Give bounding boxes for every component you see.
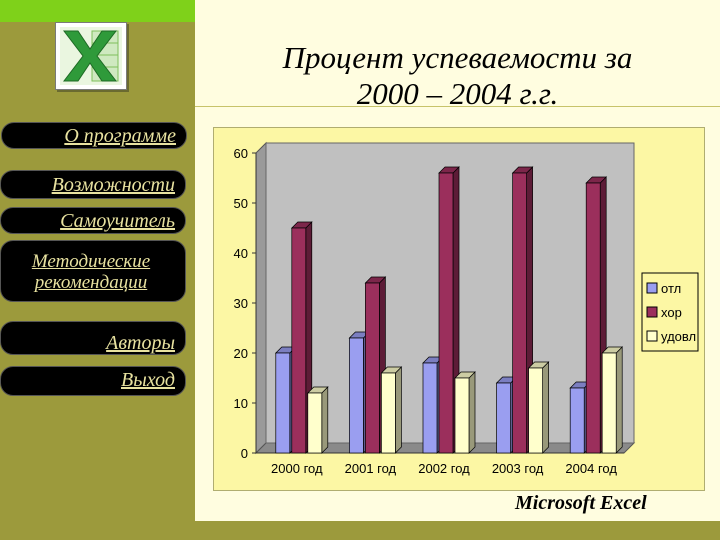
- title-line-2: 2000 – 2004 г.г.: [356, 76, 559, 111]
- legend-swatch: [646, 282, 658, 294]
- bottom-bar: [195, 521, 720, 540]
- bar-удовл-3: [528, 367, 543, 454]
- bar-хор-0: [291, 227, 307, 454]
- title-divider: [195, 106, 720, 107]
- excel-logo-icon: [55, 22, 127, 90]
- bar-хор-2: [438, 172, 454, 454]
- title-line-1: Процент успеваемости за: [282, 40, 633, 75]
- bar-отл-3: [496, 382, 511, 454]
- x-tick-label: 2000 год: [271, 461, 323, 476]
- legend-label: удовл: [661, 329, 696, 344]
- menu-tutorial[interactable]: Самоучитель: [0, 207, 186, 234]
- y-tick-label: 60: [234, 146, 248, 161]
- page-title: Процент успеваемости за 2000 – 2004 г.г.: [205, 40, 710, 112]
- menu-features[interactable]: Возможности: [0, 170, 186, 199]
- plot-side-wall: [255, 141, 267, 455]
- x-tick-label: 2004 год: [565, 461, 617, 476]
- bar-side: [542, 361, 549, 454]
- brand-label: Microsoft Excel: [515, 492, 647, 514]
- bar-хор-3: [512, 172, 527, 454]
- bar-хор-1: [365, 282, 380, 454]
- y-tick-label: 20: [234, 346, 248, 361]
- legend-label: отл: [661, 281, 681, 296]
- x-tick-label: 2002 год: [418, 461, 470, 476]
- bar-отл-1: [349, 337, 364, 454]
- x-tick-label: 2003 год: [492, 461, 544, 476]
- bar-chart: 0 10 20 30 40 50 60 2000 год 2001 год 2002 год 200…: [234, 141, 699, 476]
- x-tick-label: 2001 год: [345, 461, 397, 476]
- legend-swatch: [646, 330, 658, 342]
- bar-удовл-2: [454, 377, 470, 454]
- y-tick-label: 50: [234, 196, 248, 211]
- bar-хор-4: [585, 182, 601, 454]
- y-tick-label: 0: [241, 446, 248, 461]
- bar-удовл-0: [307, 392, 323, 454]
- bar-отл-0: [275, 352, 291, 454]
- menu-exit[interactable]: Выход: [0, 366, 186, 396]
- menu-guidelines[interactable]: Методические рекомендации: [0, 240, 186, 302]
- bar-удовл-1: [381, 372, 396, 454]
- menu-about[interactable]: О программе: [1, 122, 187, 149]
- bar-side: [395, 366, 402, 454]
- bar-side: [321, 386, 329, 454]
- y-tick-label: 30: [234, 296, 248, 311]
- bar-удовл-4: [601, 352, 617, 454]
- chart-area: 0 10 20 30 40 50 60 2000 год 2001 год 2002 год 200…: [213, 127, 705, 491]
- legend-label: хор: [661, 305, 682, 320]
- top-accent-bar: [0, 0, 195, 22]
- bar-side: [615, 346, 623, 454]
- y-tick-label: 40: [234, 246, 248, 261]
- menu-authors[interactable]: Авторы: [0, 321, 186, 355]
- bar-отл-4: [569, 387, 585, 454]
- legend-swatch: [646, 306, 658, 318]
- bar-side: [468, 371, 476, 454]
- bar-отл-2: [422, 362, 438, 454]
- y-tick-label: 10: [234, 396, 248, 411]
